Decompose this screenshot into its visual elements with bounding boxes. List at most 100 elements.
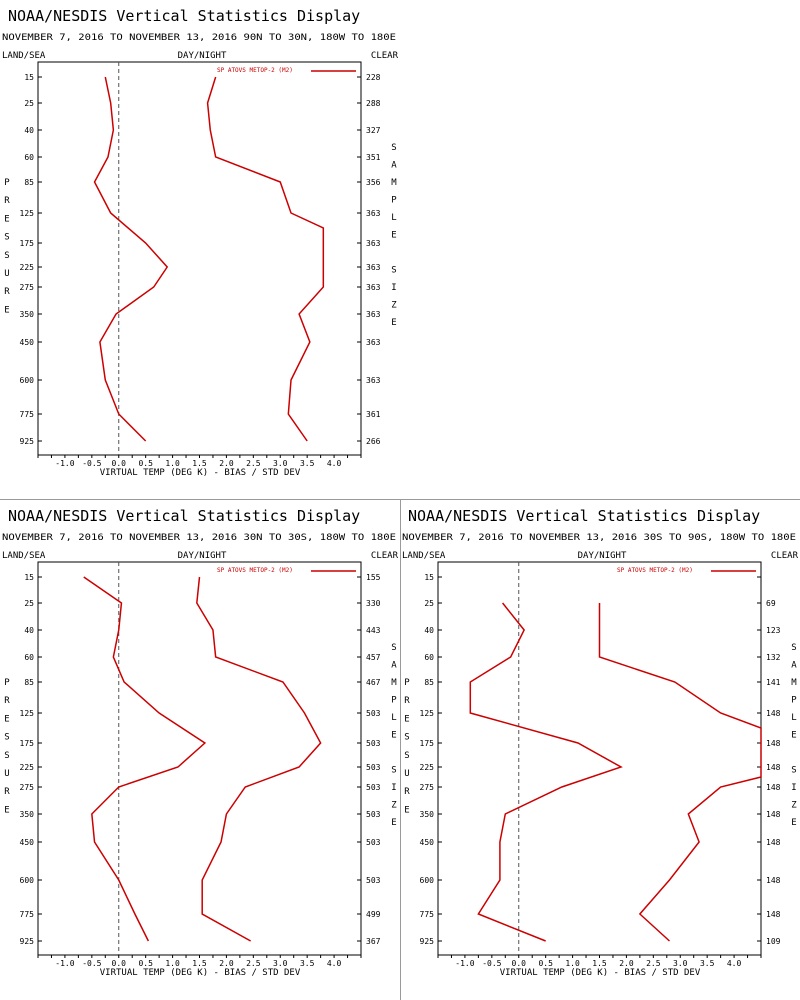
divider-vertical (400, 500, 401, 1000)
y-axis-label-letter: S (404, 733, 409, 743)
divider-horizontal (0, 499, 800, 500)
y-axis-label-letter: R (4, 696, 10, 706)
pressure-tick-label: 350 (20, 310, 35, 319)
sample-size-label: 503 (366, 709, 381, 718)
right-axis-label-letter: I (391, 783, 396, 793)
y-axis-label-letter: E (404, 805, 409, 815)
chart-panel-30n-30s: NOAA/NESDIS Vertical Statistics Display N… (0, 500, 400, 1000)
pressure-tick-label: 925 (20, 937, 35, 946)
pressure-tick-label: 40 (24, 626, 34, 635)
y-axis-label-letter: R (404, 787, 410, 797)
y-axis-label-letter: R (4, 287, 10, 297)
x-tick-label: -0.5 (82, 459, 101, 468)
pressure-tick-label: 600 (20, 876, 35, 885)
pressure-tick-label: 15 (424, 573, 434, 582)
sample-size-label: 503 (366, 739, 381, 748)
sample-size-label: 363 (366, 263, 381, 272)
right-axis-label-letter: L (391, 713, 396, 723)
pressure-tick-label: 775 (20, 910, 35, 919)
x-tick-label: -1.0 (55, 959, 74, 968)
pressure-tick-label: 350 (20, 810, 35, 819)
pressure-tick-label: 450 (20, 838, 35, 847)
header-land-sea: LAND/SEA (402, 551, 446, 561)
right-axis-label-letter: P (391, 196, 397, 206)
pressure-tick-label: 60 (24, 653, 34, 662)
x-tick-label: 4.0 (727, 959, 742, 968)
pressure-tick-label: 40 (424, 626, 434, 635)
sample-size-label: 363 (366, 376, 381, 385)
x-axis-label: VIRTUAL TEMP (DEG K) - BIAS / STD DEV (100, 468, 301, 478)
header-day-night: DAY/NIGHT (178, 51, 227, 61)
pressure-tick-label: 275 (420, 783, 435, 792)
right-axis-label-letter: E (791, 731, 796, 741)
header-clear: CLEAR (771, 551, 799, 561)
sample-size-label: 123 (766, 626, 781, 635)
sample-size-label: 356 (366, 178, 381, 187)
right-axis-label-letter: A (391, 161, 397, 171)
y-axis-label-letter: S (4, 751, 9, 761)
right-axis-label-letter: E (791, 818, 796, 828)
x-tick-label: 2.0 (619, 959, 634, 968)
plot-frame (37, 61, 362, 456)
y-axis-label-letter: P (4, 178, 10, 188)
x-tick-label: 0.5 (138, 459, 153, 468)
sample-size-label: 351 (366, 153, 381, 162)
chart-panel-90n-30n: NOAA/NESDIS Vertical Statistics Display N… (0, 0, 400, 500)
pressure-tick-label: 125 (20, 709, 35, 718)
pressure-tick-label: 275 (20, 283, 35, 292)
x-tick-label: 3.0 (273, 459, 288, 468)
x-tick-label: 1.5 (192, 459, 207, 468)
sample-size-label: 361 (366, 410, 381, 419)
sample-size-label: 288 (366, 99, 381, 108)
legend-label: SP ATOVS METOP-2 (M2) (217, 567, 293, 574)
pressure-tick-label: 925 (20, 437, 35, 446)
y-axis-label-letter: U (404, 769, 409, 779)
pressure-tick-label: 25 (24, 99, 34, 108)
sample-size-label: 443 (366, 626, 381, 635)
chart-title: NOAA/NESDIS Vertical Statistics Display (408, 507, 760, 525)
x-tick-label: 1.0 (165, 959, 180, 968)
x-tick-label: 2.5 (646, 959, 661, 968)
x-tick-label: 4.0 (327, 959, 342, 968)
pressure-tick-label: 175 (20, 239, 35, 248)
pressure-tick-label: 775 (420, 910, 435, 919)
x-tick-label: 3.5 (300, 959, 315, 968)
chart-subtitle: NOVEMBER 7, 2016 TO NOVEMBER 13, 2016 30… (402, 533, 796, 543)
x-tick-label: 1.0 (565, 959, 580, 968)
pressure-tick-label: 85 (424, 678, 434, 687)
x-tick-label: 0.0 (512, 959, 527, 968)
chart-subtitle: NOVEMBER 7, 2016 TO NOVEMBER 13, 2016 90… (2, 33, 396, 43)
y-axis-label-letter: P (4, 678, 10, 688)
sample-size-label: 148 (766, 876, 781, 885)
sample-size-label: 148 (766, 709, 781, 718)
pressure-tick-label: 40 (24, 126, 34, 135)
header-clear: CLEAR (371, 51, 399, 61)
pressure-tick-label: 225 (20, 763, 35, 772)
x-tick-label: 0.5 (138, 959, 153, 968)
pressure-tick-label: 175 (420, 739, 435, 748)
chart-svg: NOAA/NESDIS Vertical Statistics Display N… (2, 7, 399, 478)
sample-size-label: 363 (366, 338, 381, 347)
header-day-night: DAY/NIGHT (578, 551, 627, 561)
x-tick-label: 3.0 (273, 959, 288, 968)
sample-size-label: 499 (366, 910, 381, 919)
x-tick-label: 1.5 (592, 959, 607, 968)
right-axis-label-letter: P (391, 696, 397, 706)
x-tick-label: 2.0 (219, 459, 234, 468)
chart-title: NOAA/NESDIS Vertical Statistics Display (8, 7, 360, 25)
pressure-tick-label: 350 (420, 810, 435, 819)
bias-series-line (93, 76, 169, 442)
y-axis-label-letter: E (4, 805, 9, 815)
right-axis-label-letter: S (391, 643, 396, 653)
sample-size-label: 148 (766, 783, 781, 792)
right-axis-label-letter: S (391, 766, 396, 776)
header-clear: CLEAR (371, 551, 399, 561)
sample-size-label: 155 (366, 573, 381, 582)
pressure-tick-label: 60 (424, 653, 434, 662)
pressure-tick-label: 125 (20, 209, 35, 218)
pressure-tick-label: 600 (420, 876, 435, 885)
right-axis-label-letter: M (391, 178, 397, 188)
x-tick-label: 1.0 (165, 459, 180, 468)
bias-series-line (469, 602, 623, 942)
y-axis-label-letter: R (4, 787, 10, 797)
